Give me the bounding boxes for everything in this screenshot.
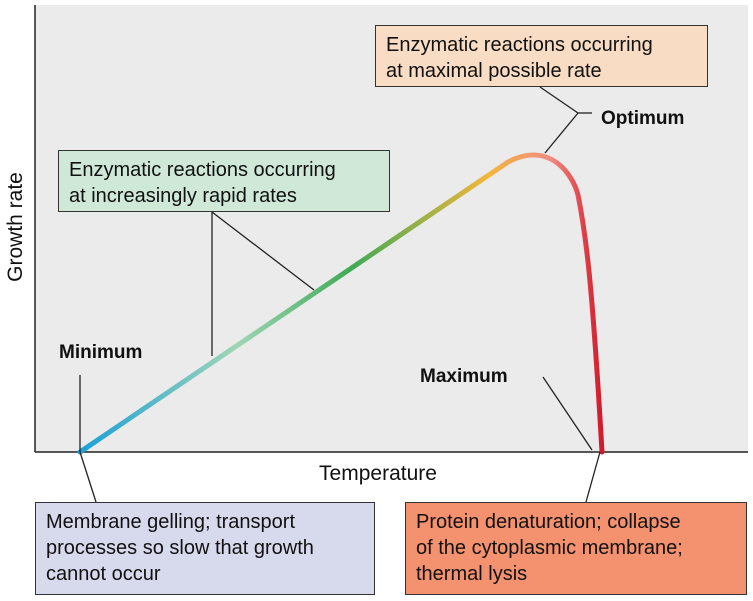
annotation-box-minimum: Membrane gelling; transport processes so… xyxy=(35,502,375,595)
x-axis-label: Temperature xyxy=(319,462,437,485)
minimum-label: Minimum xyxy=(59,342,143,363)
leader-line-maximum-bottom xyxy=(585,451,601,503)
leader-line-optimum-a xyxy=(539,86,579,114)
annotation-text: Enzymatic reactions occurring xyxy=(69,159,336,181)
y-axis-label: Growth rate xyxy=(4,172,27,282)
annotation-box-maximum: Protein denaturation; collapse of the cy… xyxy=(405,502,747,595)
leader-line-maximum-top xyxy=(542,376,593,451)
annotation-text: at maximal possible rate xyxy=(386,60,602,82)
annotation-text: Membrane gelling; transport xyxy=(46,511,296,533)
annotation-text: processes so slow that growth xyxy=(46,537,314,559)
annotation-box-increasing: Enzymatic reactions occurring at increas… xyxy=(58,150,390,212)
annotation-text: thermal lysis xyxy=(416,563,528,585)
growth-curve xyxy=(77,152,605,455)
leader-line-optimum-b xyxy=(544,112,579,154)
optimum-label: Optimum xyxy=(601,108,685,129)
annotation-text: cannot occur xyxy=(46,563,161,585)
maximum-label: Maximum xyxy=(420,366,508,387)
annotation-text: Enzymatic reactions occurring xyxy=(386,34,653,56)
annotation-text: Protein denaturation; collapse xyxy=(416,511,681,533)
leader-line-minimum-bottom xyxy=(79,451,97,503)
annotation-text: at increasingly rapid rates xyxy=(69,185,297,207)
leader-line-increasing-b xyxy=(211,211,315,291)
annotation-text: of the cytoplasmic membrane; xyxy=(416,537,683,559)
annotation-box-optimum: Enzymatic reactions occurring at maximal… xyxy=(375,25,708,87)
